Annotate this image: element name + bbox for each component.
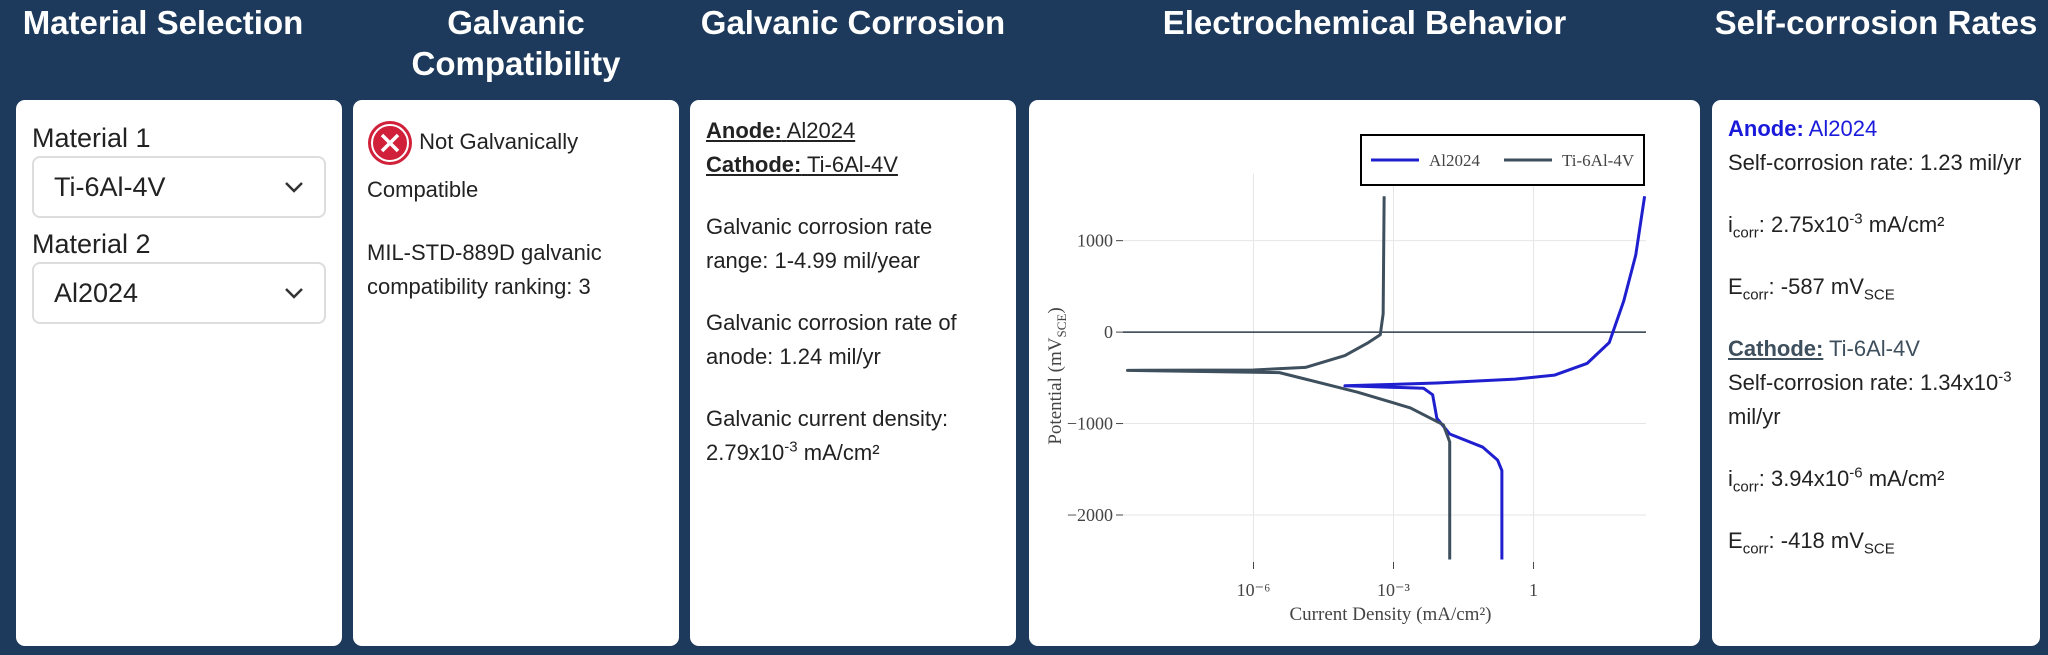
self-corrosion-panel: Anode: Al2024 Self-corrosion rate: 1.23 … [1712, 100, 2040, 646]
column-title: Self-corrosion Rates [1714, 4, 2038, 41]
y-tick-label: 0 [1104, 322, 1113, 342]
t: i [1728, 212, 1733, 237]
t: Self-corrosion rate: 1.34x10 [1728, 370, 1999, 395]
t: mA/cm² [1862, 466, 1945, 491]
x-axis-title: Current Density (mA/cm²) [1290, 604, 1492, 625]
self-rate: Self-corrosion rate: 1.23 mil/yr [1728, 150, 2022, 175]
t: -6 [1849, 464, 1863, 482]
select-value: Al2024 [54, 278, 139, 308]
column-title: Galvanic Corrosion [700, 4, 1006, 41]
cathode-link[interactable]: Ti-6Al-4V [1829, 336, 1920, 361]
t: SCE [1863, 286, 1895, 304]
ranking: MIL-STD-889D galvanic compatibility rank… [367, 240, 602, 300]
t: corr [1732, 224, 1759, 242]
t: : 3.94x10 [1758, 466, 1850, 491]
chart-panel: 10⁻⁶ 10⁻³ 1 −2000 −1000 0 1000 Current Density … [1029, 100, 1700, 646]
t: corr [1732, 478, 1759, 496]
t: : -587 mV [1768, 274, 1864, 299]
t: mil/yr [1728, 404, 1781, 429]
t: : -418 mV [1768, 528, 1864, 553]
anode-rate: Galvanic corrosion rate of anode: 1.24 m… [706, 310, 957, 369]
legend-label: Ti-6Al-4V [1562, 151, 1635, 170]
t: -3 [1849, 210, 1863, 228]
galvanic-panel: Anode: Al2024 Cathode: Ti-6Al-4V Galvani… [690, 100, 1016, 646]
cathode-line: Cathode: Ti-6Al-4V [706, 152, 898, 177]
error-icon [368, 121, 412, 166]
material-select[interactable]: Al2024 [32, 262, 326, 324]
t: corr [1742, 540, 1769, 558]
label: Anode: [706, 118, 782, 143]
status-text: Not Galvanically Compatible [367, 129, 579, 203]
exponent: -3 [784, 438, 798, 456]
material-panel: Material 1 Ti-6Al-4V Material 2 Al2024 [16, 100, 342, 646]
self-rate: Self-corrosion rate: 1.34x10-3 mil/yr [1728, 366, 2024, 434]
column-title: Material Selection [22, 4, 304, 41]
text: mA/cm² [797, 440, 880, 465]
anode-line: Anode: Al2024 [1728, 112, 2024, 146]
x-tick-label: 10⁻⁶ [1237, 580, 1271, 600]
material-select[interactable]: Ti-6Al-4V [32, 156, 326, 218]
chevron [285, 182, 303, 193]
chart: 10⁻⁶ 10⁻³ 1 −2000 −1000 0 1000 Current Density … [1045, 134, 1647, 625]
anode-link[interactable]: Al2024 [1808, 116, 1878, 141]
chevron [285, 288, 303, 299]
compatibility-panel: Not Galvanically Compatible MIL-STD-889D… [353, 100, 679, 646]
status: Not Galvanically Compatible [367, 118, 665, 214]
anode-line: Anode: Al2024 [706, 118, 855, 143]
t: E [1728, 528, 1743, 553]
anode-link[interactable]: Anode: [1728, 116, 1804, 141]
column-title: Galvanic Compatibility [411, 4, 621, 82]
label: Cathode: [706, 152, 802, 177]
column-title: Electrochemical Behavior [1162, 4, 1567, 41]
t: -3 [1998, 368, 2012, 386]
y-axis-title-part: Potential (mV [1045, 337, 1066, 444]
t: SCE [1863, 540, 1895, 558]
y-tick-label: 1000 [1077, 231, 1113, 251]
cathode-line: Cathode: Ti-6Al-4V [1728, 332, 2024, 366]
current-density: Galvanic current density: 2.79x10-3 mA/c… [706, 402, 1000, 470]
x-tick-label: 10⁻³ [1377, 580, 1411, 600]
x-tick-label: 1 [1529, 580, 1538, 600]
y-axis-title: Potential (mVSCE) [1045, 307, 1069, 444]
t: i [1728, 466, 1733, 491]
legend-label: Al2024 [1429, 151, 1481, 170]
rate-range: Galvanic corrosion rate range: 1-4.99 mi… [706, 214, 933, 273]
cathode-link[interactable]: Cathode: [1728, 336, 1824, 361]
data-line [1126, 196, 1452, 560]
ecorr: Ecorr: -418 mVSCE [1728, 524, 2024, 558]
ecorr: Ecorr: -587 mVSCE [1728, 270, 2024, 304]
text: Galvanic current density: 2.79x10 [706, 406, 949, 465]
field-label: Material 2 [32, 229, 151, 259]
data-line [1343, 195, 1647, 560]
t: corr [1742, 286, 1769, 304]
value: Al2024 [786, 118, 856, 143]
t: E [1728, 274, 1743, 299]
field-label: Material 1 [32, 123, 151, 153]
y-tick-label: −2000 [1067, 505, 1113, 525]
icorr: icorr: 2.75x10-3 mA/cm² [1728, 208, 2024, 242]
select-value: Ti-6Al-4V [54, 172, 166, 202]
t: : 2.75x10 [1758, 212, 1850, 237]
y-axis-title-part: ) [1045, 307, 1066, 313]
icorr: icorr: 3.94x10-6 mA/cm² [1728, 462, 2024, 496]
y-axis-title-sub: SCE [1054, 314, 1069, 338]
value: Ti-6Al-4V [807, 152, 898, 177]
t: mA/cm² [1862, 212, 1945, 237]
y-tick-label: −1000 [1067, 414, 1113, 434]
